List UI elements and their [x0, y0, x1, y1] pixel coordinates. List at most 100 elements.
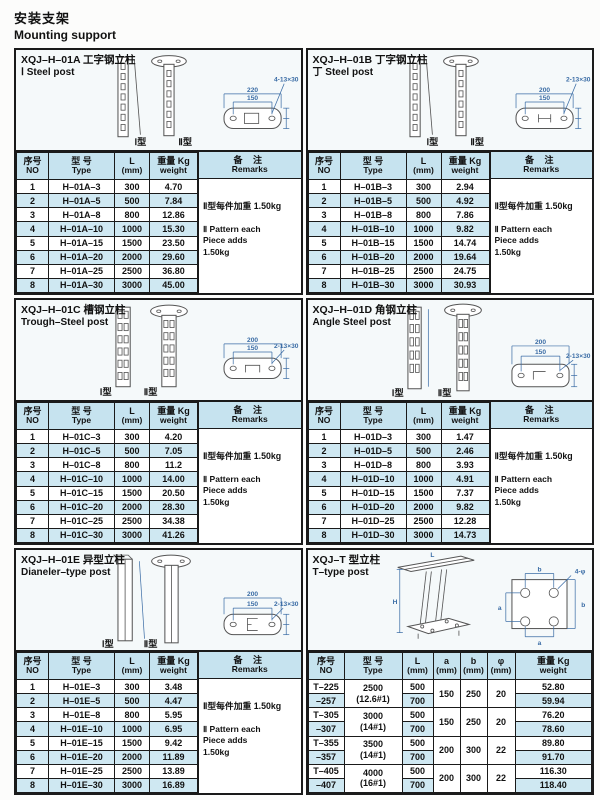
table-row: 1 H–01A–3 300 4.70 — [16, 178, 198, 195]
table-cell: 14.73 — [440, 527, 490, 543]
cell-length: 700 — [401, 693, 434, 709]
panel-c-title: XQJ–H–01C 槽钢立柱 Trough–Steel post — [21, 304, 125, 330]
cell-weight: 78.60 — [514, 721, 592, 737]
table-row: 5 H–01D–15 1500 7.37 — [307, 485, 490, 501]
col-length: L (mm) — [114, 652, 150, 680]
panel-d-title: XQJ–H–01D 角钢立柱 Angle Steel post — [313, 304, 417, 330]
table-row: 5 H–01E–15 1500 9.42 — [16, 735, 198, 751]
table-row: 7 H–01E–25 2500 13.89 — [16, 763, 198, 779]
col-type: 型 号 Type — [339, 152, 407, 180]
holes-spec-label: 2-13×30 — [274, 601, 299, 608]
table-cell: H–01A–30 — [48, 277, 115, 293]
panel-xqj-h-01b: XQJ–H–01B 丁字钢立柱 丁 Steel post Ⅰ — [305, 48, 594, 295]
table-cell: 2000 — [405, 249, 442, 265]
remarks-body: Ⅱ型每件加重 1.50kg Ⅱ Pattern each Piece adds … — [491, 429, 593, 508]
panel-b-title-zh: XQJ–H–01B 丁字钢立柱 — [312, 54, 428, 66]
cell-no: T–225 — [307, 678, 345, 695]
table-cell: 4.91 — [440, 471, 490, 487]
table-cell: 3000 — [114, 777, 150, 793]
steel-post-drawing: Ⅰ型 Ⅱ型 220 150 4-13×30 — [117, 55, 299, 147]
panel-t-title-zh: XQJ–T 型立柱 — [312, 554, 381, 566]
table-row: 6 H–01D–20 2000 9.82 — [307, 499, 490, 515]
table-cell: 7 — [16, 763, 49, 779]
table-cell: 2 — [307, 193, 341, 209]
table-cell: 4 — [307, 221, 341, 237]
remark-zh: Ⅱ型每件加重 1.50kg — [494, 451, 573, 461]
cell-weight: 118.40 — [514, 777, 592, 793]
outer-dim-label: 200 — [534, 339, 545, 346]
col-no: 序号 NO — [307, 152, 341, 180]
panel-c-table-wrap: 序号 NO 型 号 Type L (mm) 重量 Kg weight 1 H–01C–3 3… — [16, 400, 301, 543]
cell-length: 700 — [401, 749, 434, 765]
cell-b: 300 — [459, 735, 488, 765]
panel-a-diagram-area: XQJ–H–01A 工字钢立柱 Ⅰ Steel post Ⅰ — [16, 50, 301, 150]
table-cell: 1.47 — [440, 428, 490, 445]
table-cell: 6 — [307, 249, 341, 265]
post-ii-label: Ⅱ型 — [144, 638, 158, 649]
table-cell: 7.37 — [440, 485, 490, 501]
col-length: L (mm) — [114, 402, 150, 430]
table-cell: 300 — [114, 178, 150, 195]
table-cell: H–01E–8 — [48, 707, 115, 723]
table-row: 1 H–01C–3 300 4.20 — [16, 428, 198, 445]
cell-type: 2500 (12.6#1) — [343, 678, 403, 709]
table-cell: 8 — [16, 527, 49, 543]
remarks-body: Ⅱ型每件加重 1.50kg Ⅱ Pattern each Piece adds … — [199, 679, 301, 758]
table-cell: 16.89 — [149, 777, 198, 793]
table-cell: 2000 — [114, 249, 150, 265]
table-cell: 6 — [16, 249, 49, 265]
inner-dim-label: 150 — [247, 345, 258, 352]
header-row: 序号 NO 型 号 Type L (mm) 重量 Kg weight — [16, 152, 198, 180]
table-row: 6 H–01A–20 2000 29.60 — [16, 249, 198, 265]
table-cell: H–01D–8 — [339, 457, 407, 473]
spec-table-01e: 序号 NO 型 号 Type L (mm) 重量 Kg weight 1 H–01E–3 3… — [16, 652, 198, 793]
cell-phi: 22 — [486, 763, 516, 793]
col-a: a (mm) — [432, 652, 461, 680]
table-cell: 34.38 — [149, 513, 198, 529]
page-title-en: Mounting support — [14, 28, 116, 42]
table-cell: H–01C–20 — [48, 499, 115, 515]
cell-length: 700 — [401, 777, 434, 793]
post-i-label: Ⅰ型 — [102, 638, 114, 649]
panel-d-table-wrap: 序号 NO 型 号 Type L (mm) 重量 Kg weight 1 H–01D–3 3… — [307, 400, 593, 543]
table-cell: 36.80 — [149, 263, 198, 279]
holes-spec-label: 2-13×30 — [566, 77, 591, 84]
table-row: 7 H–01D–25 2500 12.28 — [307, 513, 490, 529]
outer-dim-label: 220 — [247, 87, 258, 94]
inner-dim-label: 150 — [247, 95, 258, 102]
panel-b-title: XQJ–H–01B 丁字钢立柱 丁 Steel post — [313, 54, 428, 80]
table-cell: 7 — [16, 513, 49, 529]
table-cell: 1 — [16, 428, 49, 445]
table-cell: H–01C–8 — [48, 457, 115, 473]
remarks-header: 备 注 Remarks — [490, 152, 592, 179]
panel-grid: XQJ–H–01A 工字钢立柱 Ⅰ Steel post Ⅰ — [14, 48, 594, 795]
steel-post-drawing: Ⅰ型 Ⅱ型 200 150 2-13×30 — [100, 304, 299, 397]
post-i-label: Ⅰ型 — [100, 386, 112, 397]
steel-post-drawing: Ⅰ型 Ⅱ型 200 150 2-13×30 — [102, 554, 299, 649]
table-cell: 11.89 — [149, 749, 198, 765]
table-cell: 500 — [405, 443, 442, 459]
remark-en: Ⅱ Pattern each Piece adds 1.50kg — [203, 724, 261, 757]
table-cell: 4 — [16, 721, 49, 737]
panel-b-title-en: 丁 Steel post — [312, 67, 374, 79]
table-row: 6 H–01E–20 2000 11.89 — [16, 749, 198, 765]
panel-a-title: XQJ–H–01A 工字钢立柱 Ⅰ Steel post — [21, 54, 136, 80]
remark-zh: Ⅱ型每件加重 1.50kg — [203, 701, 282, 711]
table-row: 1 H–01B–3 300 2.94 — [307, 178, 490, 195]
panel-t-title: XQJ–T 型立柱 T–type post — [313, 554, 381, 580]
table-cell: 1500 — [114, 485, 150, 501]
table-cell: 6 — [307, 499, 341, 515]
plate-b-dim-label: b — [581, 602, 585, 609]
table-cell: 2 — [16, 693, 49, 709]
table-cell: 3 — [307, 457, 341, 473]
cell-no: T–305 — [307, 707, 345, 723]
table-row: T–355 3500 (14#1) 500 200 300 22 89.80 — [307, 735, 592, 765]
panel-t-title-en: T–type post — [312, 567, 369, 579]
table-cell: 2.94 — [440, 178, 490, 195]
table-cell: H–01E–5 — [48, 693, 115, 709]
table-cell: H–01D–20 — [339, 499, 407, 515]
table-cell: 3.48 — [149, 678, 198, 695]
panel-b-diagram-area: XQJ–H–01B 丁字钢立柱 丁 Steel post Ⅰ — [308, 50, 593, 150]
table-cell: 1 — [16, 178, 49, 195]
spec-table-01b: 序号 NO 型 号 Type L (mm) 重量 Kg weight 1 H–01B–3 3… — [307, 152, 490, 293]
